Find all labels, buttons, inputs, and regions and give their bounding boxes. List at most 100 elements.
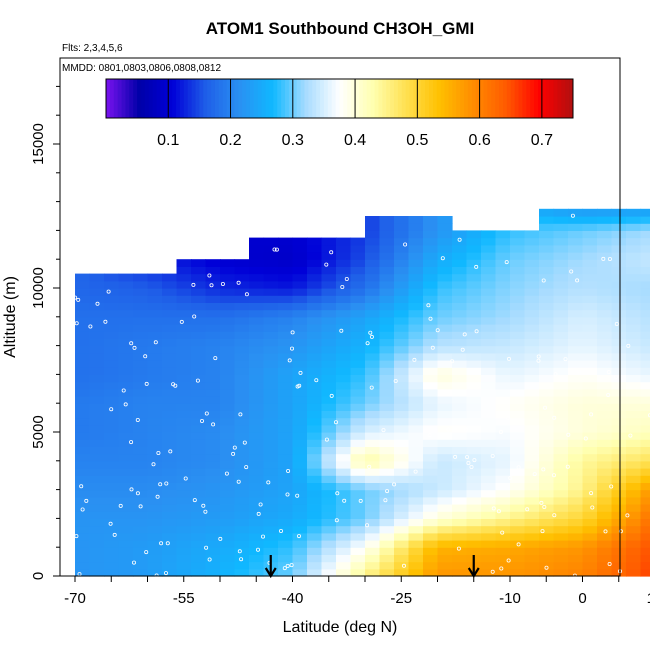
heatmap-cell [408, 518, 424, 527]
heatmap-cell [249, 518, 265, 527]
heatmap-cell [539, 561, 555, 570]
sample-point [131, 560, 136, 565]
heatmap-cell [336, 381, 352, 390]
heatmap-cell [408, 504, 424, 512]
heatmap-cell [307, 446, 323, 455]
colorbar-segment [417, 79, 422, 118]
heatmap-cell [611, 439, 627, 447]
heatmap-cell [191, 525, 207, 534]
heatmap-cell [321, 338, 337, 347]
heatmap-cell [495, 295, 511, 303]
heatmap-cell [597, 410, 613, 419]
heatmap-cell [394, 568, 410, 577]
heatmap-cell [263, 496, 279, 505]
heatmap-cell [133, 280, 149, 289]
heatmap-cell [205, 540, 221, 548]
heatmap-cell [336, 345, 352, 354]
heatmap-cell [336, 475, 352, 483]
heatmap-cell [147, 496, 163, 505]
sample-point [516, 542, 521, 547]
heatmap-cell [423, 273, 439, 282]
heatmap-cell [394, 446, 410, 455]
heatmap-cell [104, 352, 120, 361]
heatmap-cell [626, 381, 642, 390]
heatmap-cell [611, 453, 627, 462]
heatmap-cell [147, 532, 163, 541]
heatmap-cell [611, 338, 627, 347]
heatmap-cell [510, 237, 526, 246]
sample-point [236, 280, 241, 285]
x-tick-label: -10 [499, 590, 521, 607]
heatmap-cell [205, 302, 221, 311]
heatmap-cell [495, 324, 511, 332]
heatmap-cell [466, 374, 482, 383]
heatmap-cell [75, 511, 91, 519]
heatmap-cell [452, 338, 468, 347]
heatmap-cell [336, 280, 352, 289]
heatmap-cell [176, 374, 192, 383]
heatmap-cell [495, 302, 511, 311]
sample-point [506, 558, 511, 563]
heatmap-cell [147, 295, 163, 303]
heatmap-cell [234, 453, 250, 462]
heatmap-cell [597, 367, 613, 375]
sample-point [287, 358, 292, 363]
heatmap-cell [466, 381, 482, 390]
colorbar-segment [460, 79, 465, 118]
heatmap-cell [307, 532, 323, 541]
heatmap-cell [423, 345, 439, 354]
heatmap-cell [220, 496, 236, 505]
heatmap-cell [191, 338, 207, 347]
heatmap-cell [307, 432, 323, 440]
heatmap-cell [452, 288, 468, 296]
heatmap-cell [437, 280, 453, 289]
heatmap-cell [524, 273, 540, 282]
heatmap-cell [452, 424, 468, 433]
heatmap-cell [234, 525, 250, 534]
heatmap-cell [597, 309, 613, 318]
heatmap-cell [452, 453, 468, 462]
heatmap-cell [481, 273, 497, 282]
sample-point [213, 356, 218, 361]
y-tick-label: 0 [30, 572, 47, 580]
sample-point [192, 498, 197, 503]
heatmap-cell [437, 252, 453, 260]
heatmap-cell [408, 396, 424, 404]
colorbar-segment [502, 79, 508, 118]
heatmap-cell [350, 446, 366, 455]
heatmap-cell [379, 482, 395, 491]
heatmap-cell [524, 396, 540, 404]
heatmap-cell [89, 309, 105, 318]
colorbar-segment [506, 79, 512, 118]
heatmap-cell [597, 475, 613, 483]
heatmap-cell [539, 511, 555, 519]
heatmap-cell [640, 396, 650, 404]
heatmap-cell [495, 511, 511, 519]
heatmap-cell [191, 446, 207, 455]
heatmap-cell [539, 532, 555, 541]
heatmap-cell [307, 540, 323, 548]
heatmap-cell [582, 403, 598, 411]
heatmap-cell [292, 273, 308, 282]
x-tick-label: 10 [647, 590, 650, 607]
heatmap-cell [626, 216, 642, 224]
heatmap-cell [263, 417, 279, 426]
heatmap-cell [321, 482, 337, 491]
heatmap-cell [75, 352, 91, 361]
heatmap-cell [481, 302, 497, 311]
heatmap-cell [539, 280, 555, 289]
heatmap-cell [437, 324, 453, 332]
heatmap-cell [495, 252, 511, 260]
sample-point [324, 437, 329, 442]
heatmap-cell [423, 417, 439, 426]
heatmap-cell [626, 496, 642, 505]
colorbar-segment [401, 79, 407, 118]
heatmap-cell [263, 547, 279, 555]
heatmap-cell [220, 489, 236, 498]
chart-title: ATOM1 Southbound CH3OH_GMI [206, 19, 475, 38]
heatmap-cell [321, 302, 337, 311]
heatmap-cell [466, 288, 482, 296]
heatmap-cell [75, 345, 91, 354]
heatmap-cell [510, 475, 526, 483]
heatmap-cell [220, 482, 236, 491]
